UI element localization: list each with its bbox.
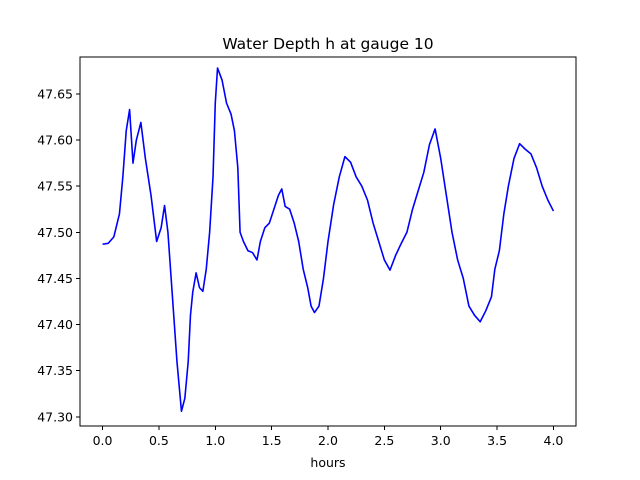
- y-tick-label: 47.65: [37, 86, 73, 101]
- x-tick-label: 2.5: [374, 433, 394, 448]
- x-tick-label: 2.0: [318, 433, 338, 448]
- plot-area: [102, 67, 555, 413]
- y-tick-label: 47.50: [37, 225, 73, 240]
- x-tick-label: 3.0: [431, 433, 451, 448]
- x-axis-label: hours: [310, 455, 345, 470]
- y-tick-label: 47.55: [37, 179, 73, 194]
- x-axis: 0.0 0.5 1.0 1.5 2.0 2.5 3.0 3.5 4.0: [93, 426, 564, 448]
- x-tick-label: 3.5: [487, 433, 507, 448]
- x-tick-label: 1.0: [205, 433, 225, 448]
- x-tick-label: 0.5: [149, 433, 169, 448]
- y-tick-label: 47.35: [37, 363, 73, 378]
- y-axis: 47.30 47.35 47.40 47.45 47.50 47.55 47.60 47.65: [37, 86, 80, 424]
- series-line-0: [102, 67, 555, 413]
- x-tick-label: 0.0: [93, 433, 113, 448]
- chart-title: Water Depth h at gauge 10: [222, 35, 433, 53]
- y-tick-label: 47.60: [37, 133, 73, 148]
- y-tick-label: 47.45: [37, 271, 73, 286]
- x-tick-label: 4.0: [544, 433, 564, 448]
- y-tick-label: 47.30: [37, 409, 73, 424]
- x-tick-label: 1.5: [262, 433, 282, 448]
- y-tick-label: 47.40: [37, 317, 73, 332]
